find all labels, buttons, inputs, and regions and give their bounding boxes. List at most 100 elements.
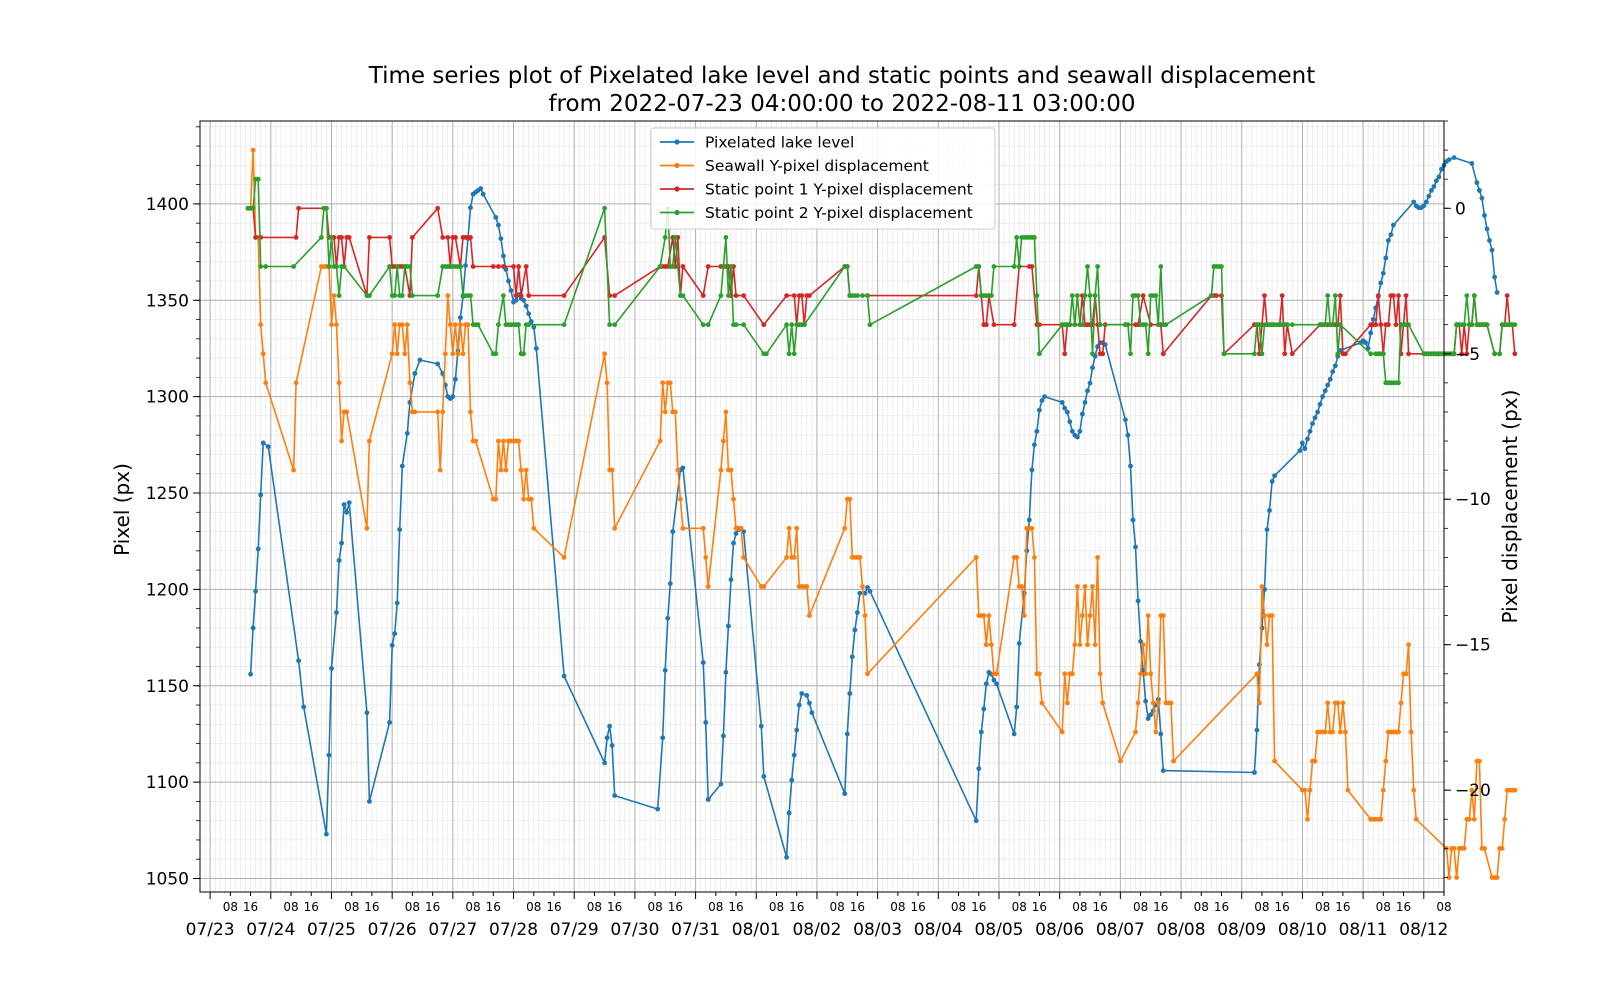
data-point [435, 361, 441, 367]
data-point [1335, 351, 1341, 357]
data-point [1034, 428, 1040, 434]
data-point [392, 631, 398, 637]
data-point [1426, 193, 1432, 199]
data-point [660, 735, 666, 741]
data-point [667, 380, 673, 386]
data-point [250, 205, 256, 211]
x-minor-tick-label: 16 [850, 900, 865, 914]
data-point [450, 394, 456, 399]
x-minor-tick-label: 08 [405, 900, 420, 914]
data-point [1155, 700, 1161, 706]
data-point [1289, 351, 1295, 357]
data-point [1059, 729, 1065, 735]
data-point [1264, 527, 1270, 532]
data-point [665, 615, 671, 621]
data-point [1037, 671, 1042, 677]
data-point [1300, 440, 1305, 446]
legend-swatch-marker [674, 186, 680, 192]
data-point [1257, 700, 1262, 706]
data-point [1087, 613, 1093, 618]
data-point [468, 205, 473, 211]
data-point [511, 264, 516, 269]
data-point [1092, 293, 1098, 298]
data-point [991, 677, 997, 683]
data-point [255, 176, 261, 182]
data-point [1143, 322, 1148, 328]
data-point [1335, 700, 1341, 706]
data-point [672, 409, 678, 415]
data-point [842, 791, 848, 797]
data-point [258, 264, 264, 269]
data-point [1464, 293, 1470, 298]
data-point [700, 525, 706, 531]
data-point [1029, 264, 1035, 269]
data-point [1512, 351, 1518, 357]
data-point [387, 235, 392, 240]
data-point [480, 191, 486, 197]
data-point [726, 293, 731, 298]
data-point [496, 438, 501, 444]
data-point [1391, 222, 1396, 228]
data-point [983, 681, 989, 687]
data-point [526, 322, 532, 328]
x-minor-tick-label: 16 [789, 900, 804, 914]
data-point [410, 293, 415, 298]
data-point [468, 293, 473, 298]
data-point [1307, 428, 1313, 434]
data-point [1386, 322, 1391, 328]
data-point [670, 529, 676, 534]
data-point [731, 540, 736, 546]
y-right-tick-label: −20 [1455, 781, 1491, 801]
data-point [1373, 322, 1379, 328]
data-point [1125, 322, 1131, 328]
data-point [1474, 180, 1480, 186]
y-right-tick-label: 0 [1455, 199, 1466, 219]
data-point [1221, 351, 1227, 357]
data-point [700, 660, 706, 665]
data-point [1489, 247, 1495, 253]
data-point [1097, 322, 1103, 328]
data-point [1077, 428, 1083, 434]
data-point [1325, 293, 1331, 298]
data-point [296, 658, 301, 664]
data-point [501, 264, 506, 269]
data-point [334, 322, 339, 328]
data-point [1423, 199, 1429, 205]
data-point [346, 500, 352, 505]
data-point [1461, 322, 1467, 328]
data-point [1345, 787, 1351, 793]
data-point [741, 529, 746, 534]
data-point [258, 322, 264, 328]
data-point [478, 186, 484, 191]
data-point [741, 293, 746, 298]
data-point [1214, 293, 1219, 298]
y-right-tick-label: −10 [1455, 490, 1491, 510]
data-point [513, 297, 519, 303]
data-point [1145, 613, 1151, 618]
x-major-tick-label: 07/31 [671, 920, 720, 940]
data-point [1080, 411, 1085, 417]
data-point [791, 293, 797, 298]
data-point [1140, 642, 1146, 648]
data-point [1133, 544, 1138, 550]
data-point [657, 264, 663, 269]
data-point [1090, 584, 1095, 589]
data-point [728, 467, 734, 473]
data-point [336, 380, 342, 386]
x-minor-tick-label: 16 [243, 900, 258, 914]
data-point [1272, 473, 1277, 479]
data-point [804, 693, 810, 698]
data-point [976, 766, 982, 771]
y-left-tick-label: 1400 [146, 195, 189, 215]
x-major-tick-label: 08/07 [1096, 920, 1145, 940]
data-point [1153, 729, 1159, 735]
data-point [1267, 508, 1272, 513]
data-point [1408, 729, 1414, 735]
x-minor-tick-label: 08 [1133, 900, 1148, 914]
data-point [680, 264, 686, 269]
data-point [1171, 758, 1176, 764]
data-point [994, 671, 999, 677]
data-point [991, 322, 997, 328]
data-point [516, 264, 521, 269]
